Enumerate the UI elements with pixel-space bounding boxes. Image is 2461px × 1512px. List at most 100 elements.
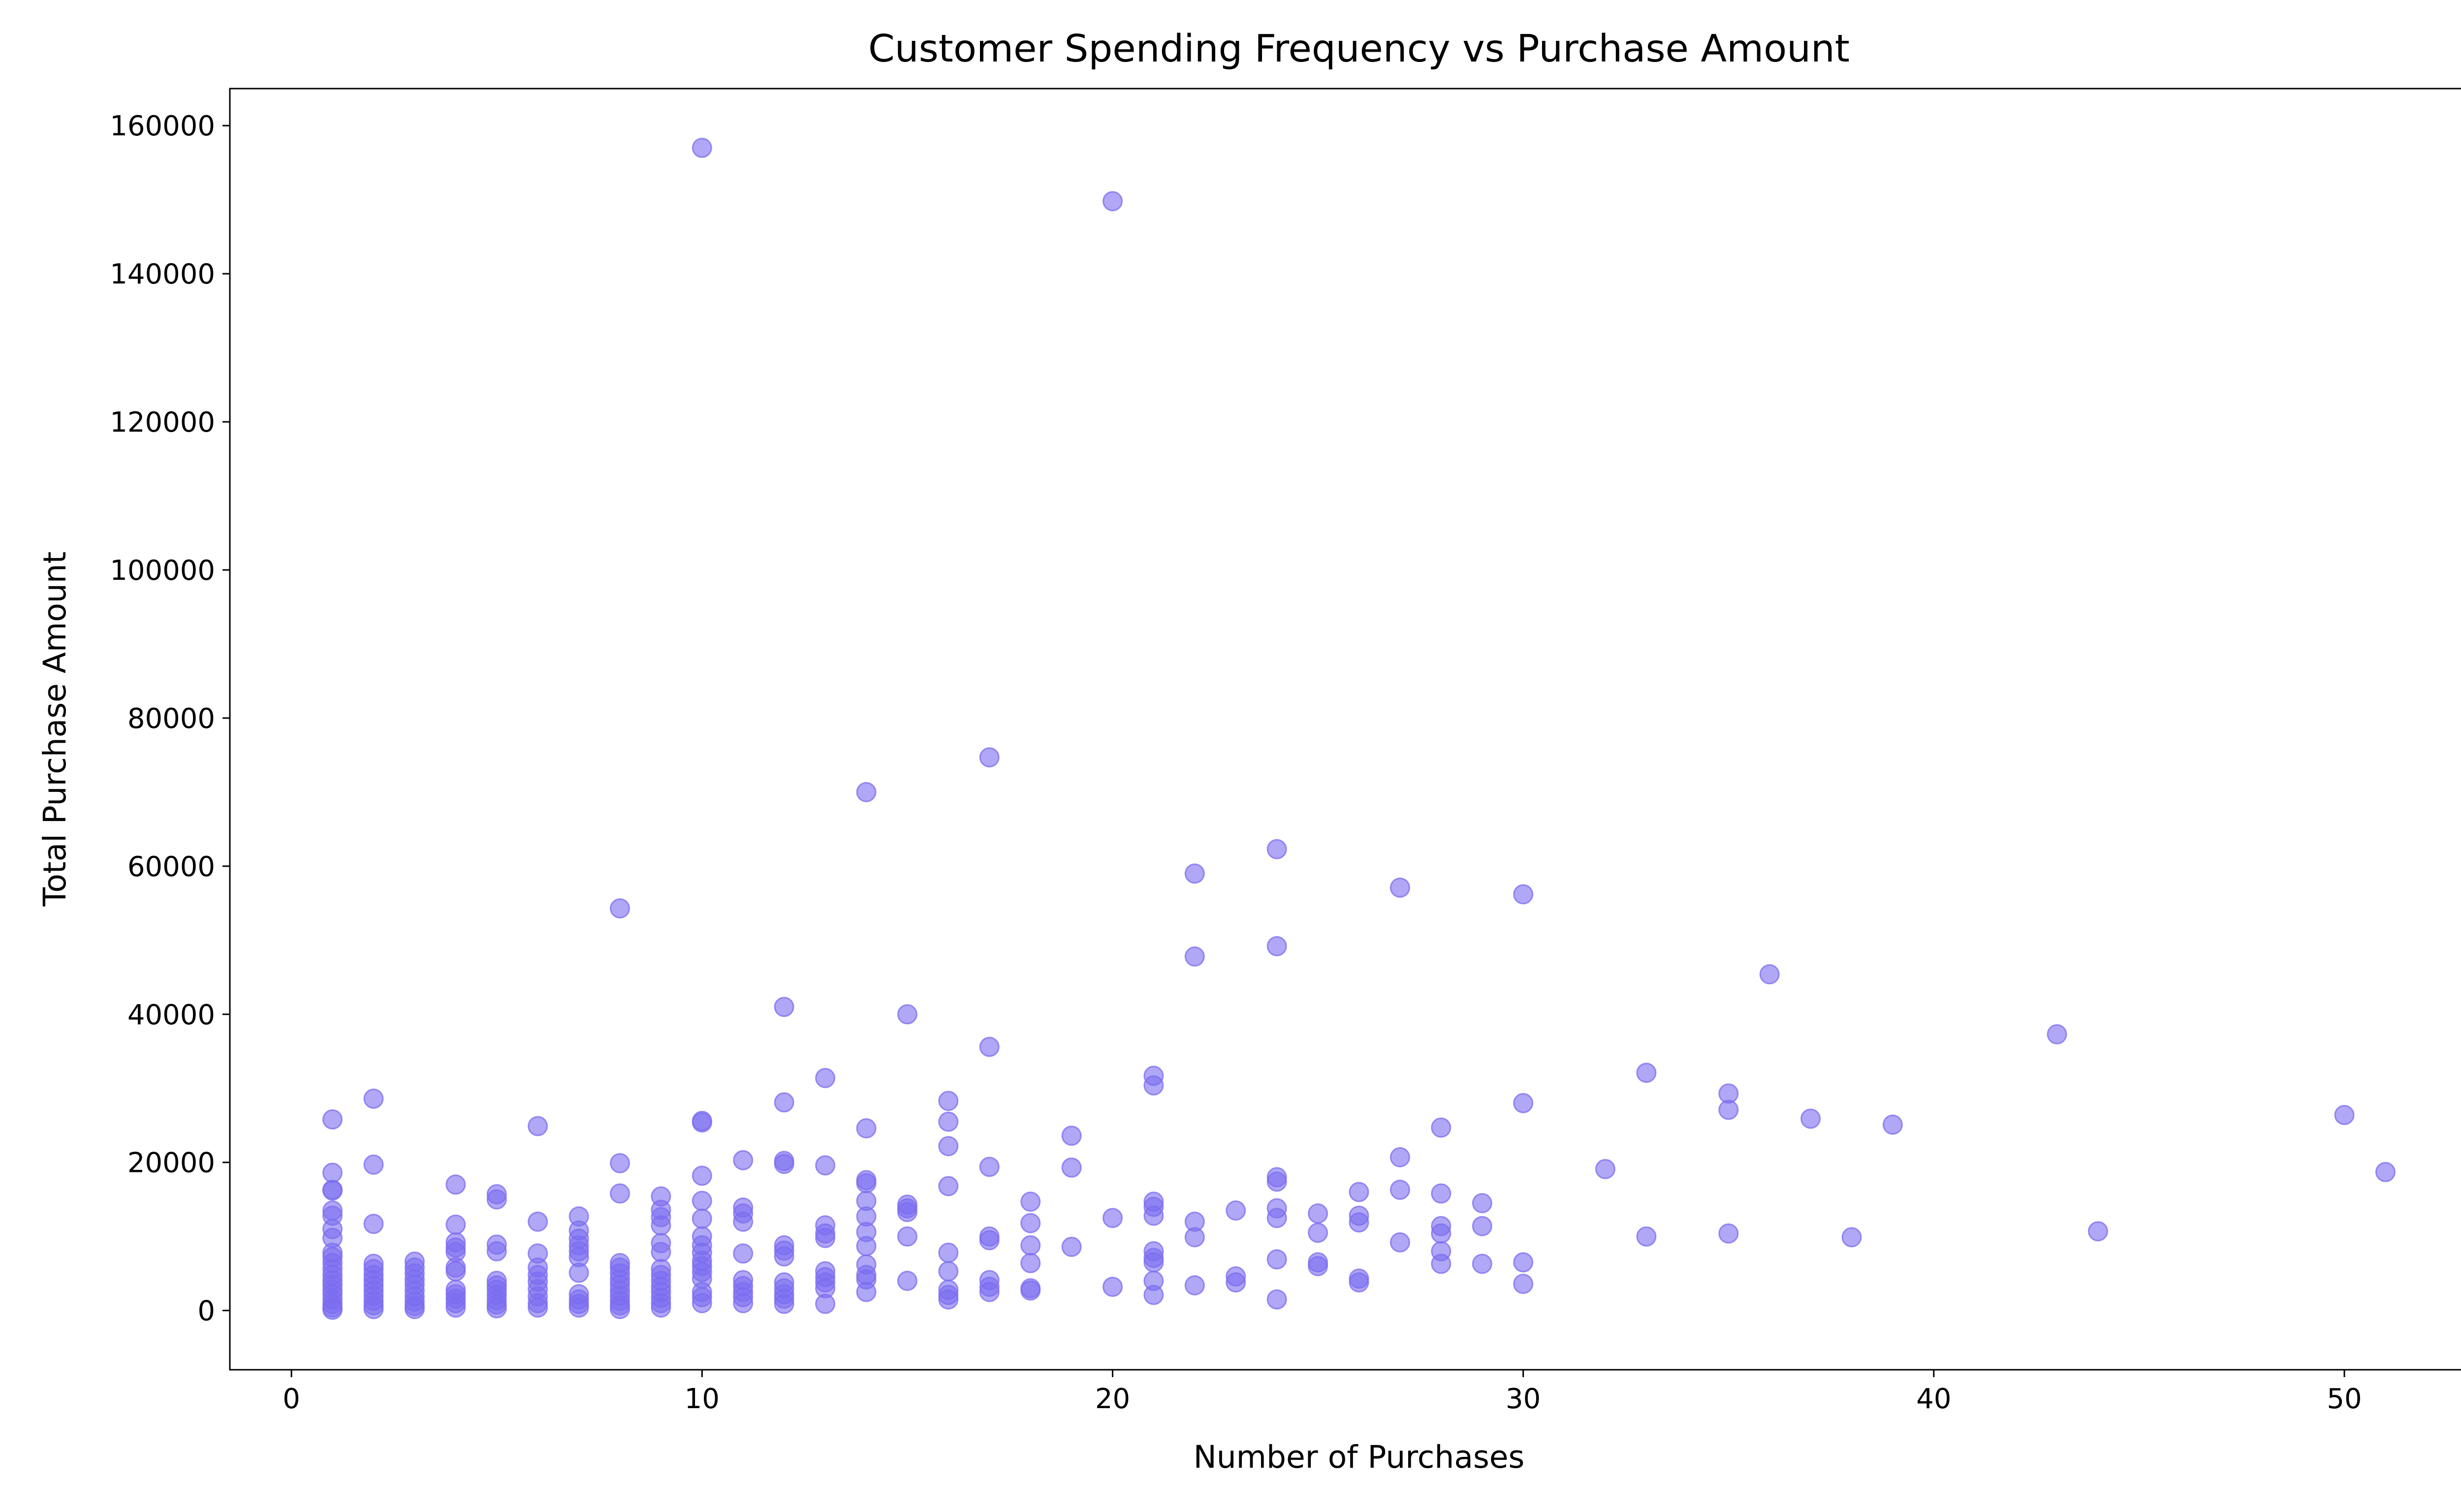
x-axis: 0 10 20 30 40 50 [283, 1370, 2362, 1415]
data-point [363, 1088, 384, 1109]
data-point [1636, 1226, 1657, 1247]
data-point [1513, 1274, 1534, 1294]
data-point [1389, 1179, 1410, 1200]
data-point [1472, 1254, 1492, 1274]
data-point [856, 782, 877, 802]
data-point [1266, 1249, 1287, 1270]
data-point [897, 1270, 917, 1291]
data-point [1718, 1223, 1739, 1244]
data-point [897, 1226, 917, 1247]
data-point [1266, 1171, 1287, 1192]
data-point [610, 1153, 630, 1173]
data-point [774, 1092, 794, 1113]
data-point [1308, 1223, 1328, 1243]
y-tick-label: 80000 [127, 703, 215, 735]
data-point [1061, 1157, 1082, 1178]
data-point [2334, 1104, 2355, 1125]
data-point [815, 1068, 836, 1088]
points-layer [322, 137, 2396, 1320]
data-point [610, 1183, 630, 1204]
data-point [733, 1243, 754, 1264]
data-point [445, 1261, 466, 1282]
data-point [733, 1211, 754, 1232]
data-point [733, 1293, 754, 1314]
data-point [568, 1262, 589, 1283]
x-tick-label: 30 [1506, 1383, 1541, 1415]
data-point [1020, 1213, 1041, 1233]
data-point [1349, 1272, 1369, 1292]
y-axis-label: Total Purchase Amount [37, 552, 73, 907]
x-tick-label: 50 [2327, 1383, 2362, 1415]
data-point [1020, 1192, 1041, 1212]
data-point [1472, 1193, 1492, 1213]
data-point [979, 1037, 1000, 1057]
x-tick-label: 40 [1916, 1383, 1951, 1415]
data-point [1103, 1277, 1123, 1297]
data-point [856, 1118, 877, 1138]
y-tick-label: 120000 [110, 407, 215, 439]
data-point [692, 137, 712, 158]
data-point [692, 1166, 712, 1186]
data-point [1595, 1159, 1615, 1179]
data-point [856, 1236, 877, 1257]
chart-title: Customer Spending Frequency vs Purchase … [868, 27, 1850, 71]
data-point [445, 1214, 466, 1235]
data-point [979, 1282, 1000, 1302]
data-point [1226, 1200, 1246, 1221]
data-point [856, 1282, 877, 1302]
data-point [815, 1293, 836, 1314]
data-point [1103, 191, 1123, 212]
data-point [692, 1293, 712, 1314]
data-point [1431, 1117, 1451, 1138]
y-tick-label: 60000 [127, 851, 215, 883]
data-point [1841, 1227, 1862, 1248]
data-point [1513, 1252, 1534, 1273]
data-point [1759, 964, 1780, 984]
data-point [1431, 1254, 1451, 1274]
x-tick-label: 20 [1095, 1383, 1130, 1415]
data-point [1431, 1223, 1451, 1244]
data-point [528, 1116, 548, 1136]
data-point [938, 1261, 959, 1282]
y-tick-label: 40000 [127, 999, 215, 1031]
data-point [322, 1163, 343, 1183]
data-point [938, 1242, 959, 1263]
x-axis-label: Number of Purchases [1194, 1439, 1525, 1475]
data-point [404, 1299, 425, 1320]
data-point [1061, 1126, 1082, 1146]
data-point [1226, 1272, 1246, 1292]
data-point [692, 1191, 712, 1211]
data-point [1472, 1216, 1492, 1236]
data-point [568, 1297, 589, 1318]
data-point [610, 1299, 630, 1320]
data-point [1143, 1075, 1164, 1096]
data-point [322, 1180, 343, 1201]
data-point [938, 1091, 959, 1111]
data-point [1103, 1208, 1123, 1228]
data-point [363, 1154, 384, 1175]
data-point [1389, 1147, 1410, 1167]
data-point [1143, 1285, 1164, 1305]
data-point [774, 1154, 794, 1174]
data-point [938, 1136, 959, 1157]
data-point [1718, 1100, 1739, 1120]
data-point [897, 1202, 917, 1222]
y-tick-label: 160000 [110, 110, 215, 142]
data-point [322, 1299, 343, 1320]
data-point [445, 1174, 466, 1195]
data-point [1389, 1232, 1410, 1253]
data-point [979, 747, 1000, 768]
data-point [1882, 1114, 1903, 1135]
data-point [938, 1289, 959, 1310]
data-point [774, 997, 794, 1017]
data-point [1020, 1280, 1041, 1301]
data-point [2375, 1162, 2396, 1182]
data-point [774, 1293, 794, 1314]
data-point [1513, 884, 1534, 905]
data-point [486, 1241, 507, 1261]
data-point [938, 1176, 959, 1197]
data-point [1184, 1227, 1205, 1248]
data-point [528, 1211, 548, 1232]
data-point [897, 1004, 917, 1025]
